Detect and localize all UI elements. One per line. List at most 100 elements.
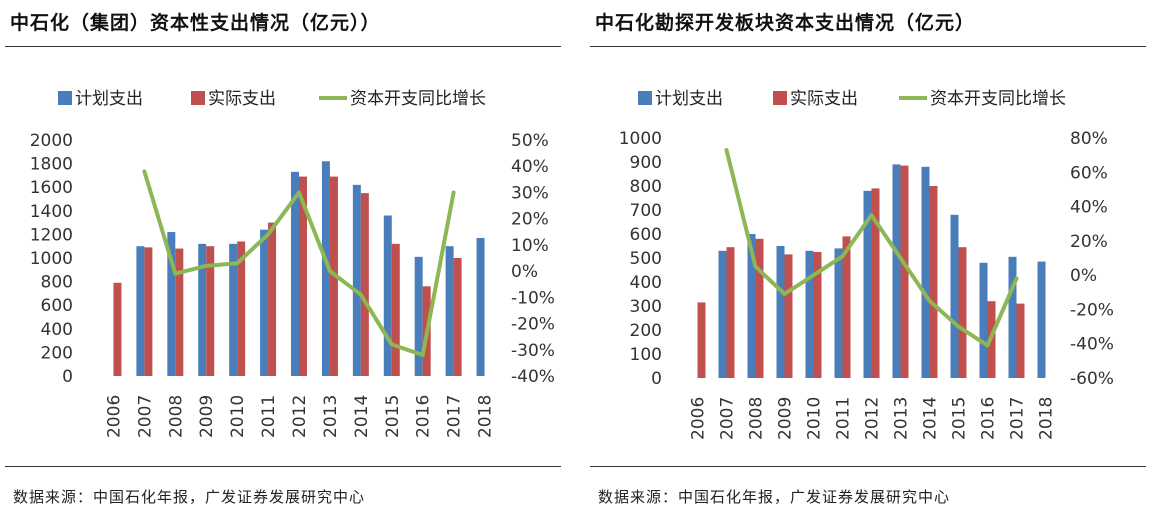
y2-tick-label: 40% [511,157,549,177]
chart-panel-left: 中石化（集团）资本性支出情况（亿元）） 计划支出 实际支出 资本开支同比增长 2000… [5,0,565,520]
x-tick-label: 2010 [228,395,248,438]
y-tick-label: 800 [41,273,73,293]
y2-tick-label: 0% [511,262,538,282]
y-tick-label: 1000 [619,129,662,149]
x-tick-label: 2017 [445,395,465,438]
chart-title: 中石化（集团）资本性支出情况（亿元）） [10,12,381,34]
bar-planned [979,262,988,378]
x-tick-label: 2012 [290,395,310,438]
y-tick-label: 1200 [30,225,73,245]
bar-planned [747,234,756,378]
source-divider [5,466,561,467]
bar-actual [755,238,764,378]
legend-label: 资本开支同比增长 [930,89,1066,109]
y2-tick-label: -10% [511,288,555,308]
bar-planned [352,184,361,376]
bar-planned [805,250,814,378]
bar-actual [958,247,967,378]
y2-tick-label: -60% [1070,369,1114,389]
y2-tick-label: -30% [511,341,555,361]
legend-label: 计划支出 [75,89,143,109]
bar-planned [136,246,145,376]
bar-planned [260,229,269,376]
source-divider [590,466,1146,467]
bar-planned [1037,261,1046,378]
legend-label: 资本开支同比增长 [350,89,486,109]
bar-actual [206,246,215,376]
y-tick-label: 100 [630,345,662,365]
bar-planned [291,171,299,376]
x-tick-label: 2014 [352,395,372,438]
bar-actual [237,241,246,376]
y-tick-label: 200 [630,321,662,341]
bar-planned [718,250,727,378]
source-note: 数据来源：中国石化年报，广发证券发展研究中心 [598,488,951,506]
bar-planned [321,161,330,376]
bar-planned [950,214,959,378]
bar-planned [167,232,176,376]
y2-tick-label: -40% [511,367,555,387]
x-tick-label: 2012 [863,397,883,440]
legend-label: 实际支出 [208,89,276,109]
x-tick-label: 2016 [979,397,999,440]
y2-tick-label: -20% [511,315,555,335]
y-tick-label: 800 [630,177,662,197]
bar-actual [813,252,822,378]
y-tick-label: 400 [630,273,662,293]
bar-actual [113,282,122,376]
x-tick-label: 2013 [321,395,341,438]
x-tick-label: 2011 [834,397,854,440]
bar-planned [1008,256,1017,378]
x-tick-label: 2017 [1008,397,1028,440]
bar-actual [842,236,851,378]
bar-actual [871,188,880,378]
y-tick-label: 600 [41,296,73,316]
bar-actual [929,186,938,378]
x-tick-label: 2010 [805,397,825,440]
chart-canvas: 计划支出 实际支出 资本开支同比增长200018001600140012001000… [30,89,555,438]
x-tick-label: 2008 [747,397,767,440]
y-tick-label: 0 [651,369,662,389]
bar-planned [834,248,843,378]
x-tick-label: 2015 [383,395,403,438]
y-tick-label: 500 [630,249,662,269]
y2-tick-label: 50% [511,131,549,151]
y-tick-label: 900 [630,153,662,173]
bar-actual [299,176,307,376]
x-tick-label: 2015 [950,397,970,440]
x-tick-label: 2009 [776,397,796,440]
chart-canvas: 计划支出 实际支出 资本开支同比增长100090080070060050040030… [619,89,1114,440]
y-tick-label: 1400 [30,202,73,222]
y2-tick-label: 60% [1070,163,1108,183]
legend-label: 计划支出 [655,89,723,109]
x-tick-label: 2009 [197,395,217,438]
bar-actual [360,193,369,376]
bar-actual [697,302,706,378]
x-tick-label: 2011 [259,395,279,438]
title-divider [5,46,561,47]
y2-tick-label: 40% [1070,198,1108,218]
bar-actual [900,165,909,378]
x-tick-label: 2006 [104,395,124,438]
legend-swatch [638,91,652,105]
bar-planned [229,243,238,376]
bar-actual [268,222,277,376]
y-tick-label: 700 [630,201,662,221]
bar-planned [414,256,423,376]
legend-label: 实际支出 [790,89,858,109]
source-note: 数据来源：中国石化年报，广发证券发展研究中心 [13,488,366,506]
chart-title: 中石化勘探开发板块资本支出情况（亿元） [595,12,976,34]
y2-tick-label: 30% [511,183,549,203]
bar-actual [391,243,400,376]
y-tick-label: 1600 [30,178,73,198]
title-divider [590,46,1146,47]
bar-planned [198,243,207,376]
legend-swatch [58,91,72,105]
y2-tick-label: 20% [511,210,549,230]
bar-planned [445,246,454,376]
y-tick-label: 2000 [30,131,73,151]
bar-actual [144,247,153,376]
y2-tick-label: 20% [1070,232,1108,252]
x-tick-label: 2007 [718,397,738,440]
y2-tick-label: -20% [1070,300,1114,320]
